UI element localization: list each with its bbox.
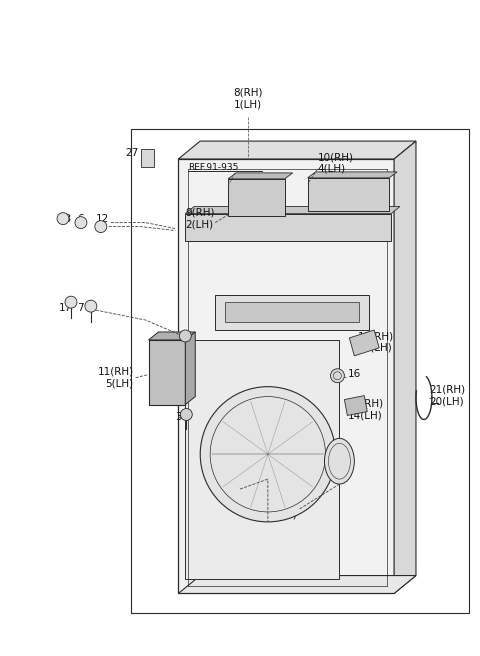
Bar <box>141 149 155 167</box>
Text: 19(RH)
18(LH): 19(RH) 18(LH) <box>357 331 394 353</box>
Polygon shape <box>148 340 185 405</box>
Text: 16: 16 <box>348 369 360 379</box>
Polygon shape <box>185 340 339 579</box>
Text: 21(RH)
20(LH): 21(RH) 20(LH) <box>429 385 465 407</box>
Polygon shape <box>179 141 416 159</box>
Text: 13: 13 <box>59 214 72 224</box>
Polygon shape <box>308 172 397 178</box>
Circle shape <box>65 297 77 308</box>
Polygon shape <box>185 214 391 241</box>
Text: 27: 27 <box>125 148 139 158</box>
Text: 6: 6 <box>77 214 84 224</box>
Polygon shape <box>344 396 367 415</box>
Polygon shape <box>179 575 416 594</box>
Circle shape <box>330 369 344 382</box>
Circle shape <box>85 300 97 312</box>
Text: 8(RH)
1(LH): 8(RH) 1(LH) <box>233 88 263 110</box>
Text: 12: 12 <box>96 214 109 224</box>
Polygon shape <box>228 179 285 216</box>
Text: REF.91-935: REF.91-935 <box>188 163 239 173</box>
Circle shape <box>75 216 87 228</box>
Polygon shape <box>228 173 293 179</box>
Polygon shape <box>185 332 195 405</box>
Bar <box>131 129 468 613</box>
Text: 10(RH)
4(LH): 10(RH) 4(LH) <box>318 152 354 174</box>
Polygon shape <box>349 330 379 356</box>
Polygon shape <box>148 332 195 340</box>
Circle shape <box>57 213 69 224</box>
Polygon shape <box>225 302 360 322</box>
Text: 11(RH)
5(LH): 11(RH) 5(LH) <box>97 367 133 388</box>
Text: 15(RH)
14(LH): 15(RH) 14(LH) <box>348 399 384 420</box>
Text: 17: 17 <box>59 303 72 313</box>
Text: 7: 7 <box>77 303 84 313</box>
Text: 3: 3 <box>175 413 182 422</box>
Ellipse shape <box>324 438 354 484</box>
Polygon shape <box>215 295 369 330</box>
Polygon shape <box>308 178 389 211</box>
Text: 26: 26 <box>175 333 189 343</box>
Polygon shape <box>185 207 400 214</box>
Polygon shape <box>394 141 416 594</box>
Circle shape <box>180 409 192 420</box>
Text: 9(RH)
2(LH): 9(RH) 2(LH) <box>185 208 215 230</box>
Polygon shape <box>179 159 394 594</box>
Circle shape <box>95 220 107 233</box>
Text: 25(RH)
24(LH): 25(RH) 24(LH) <box>262 498 298 520</box>
Circle shape <box>180 330 192 342</box>
Circle shape <box>200 386 336 522</box>
Text: 23(RH)
22(LH): 23(RH) 22(LH) <box>218 478 254 500</box>
